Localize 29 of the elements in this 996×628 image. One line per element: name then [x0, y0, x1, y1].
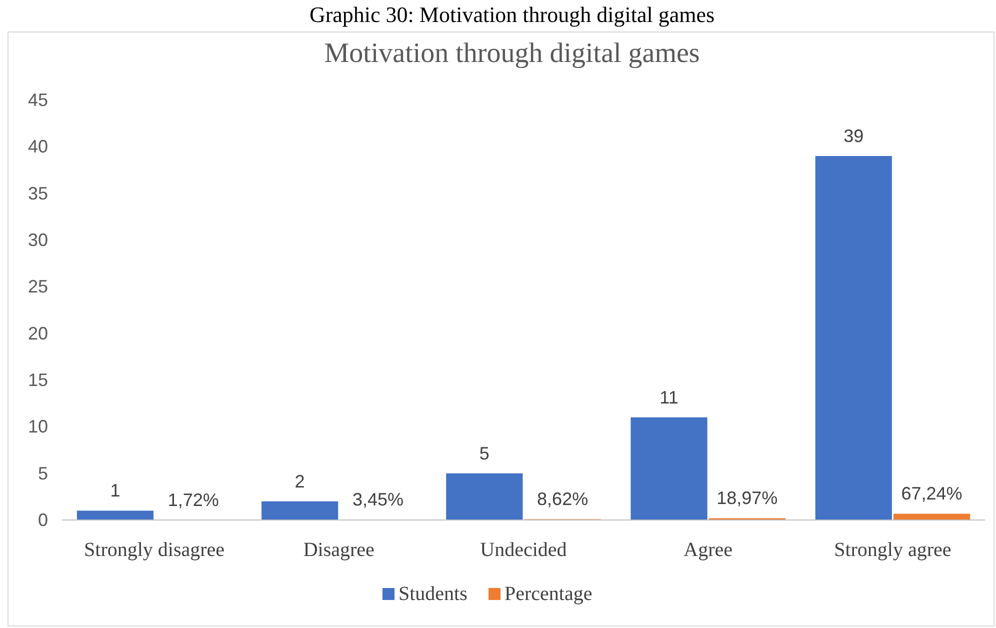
data-label: 39 [844, 126, 864, 146]
data-label: 1,72% [168, 490, 219, 510]
x-tick-label: Agree [684, 539, 733, 561]
data-label: 8,62% [537, 489, 588, 510]
y-tick-label: 25 [28, 276, 48, 297]
y-tick-label: 30 [28, 230, 48, 250]
legend-label: Percentage [504, 583, 592, 605]
y-tick-label: 15 [28, 370, 48, 390]
y-tick-label: 0 [38, 510, 48, 530]
y-tick-label: 45 [28, 90, 48, 110]
y-tick-label: 10 [28, 416, 48, 437]
y-tick-label: 20 [28, 323, 48, 344]
data-label: 5 [479, 443, 490, 464]
data-label: 3,45% [352, 490, 404, 510]
y-tick-label: 40 [28, 136, 48, 157]
data-label: 1 [110, 480, 120, 501]
data-label: 11 [660, 387, 678, 408]
y-tick-label: 35 [28, 183, 48, 204]
y-tick-label: 5 [38, 463, 48, 484]
x-tick-label: Strongly disagree [84, 539, 225, 561]
data-label: 67,24% [901, 484, 962, 504]
text: Graphic 30: Motivation through digital games [309, 2, 715, 27]
x-tick-label: Disagree [303, 539, 375, 561]
data-label: 18,97% [716, 488, 778, 508]
legend-label: Students [398, 583, 468, 605]
chart-title: Motivation through digital games [324, 38, 700, 69]
x-tick-label: Strongly agree [834, 539, 952, 561]
data-label: 2 [294, 471, 305, 492]
x-tick-label: Undecided [480, 539, 567, 561]
